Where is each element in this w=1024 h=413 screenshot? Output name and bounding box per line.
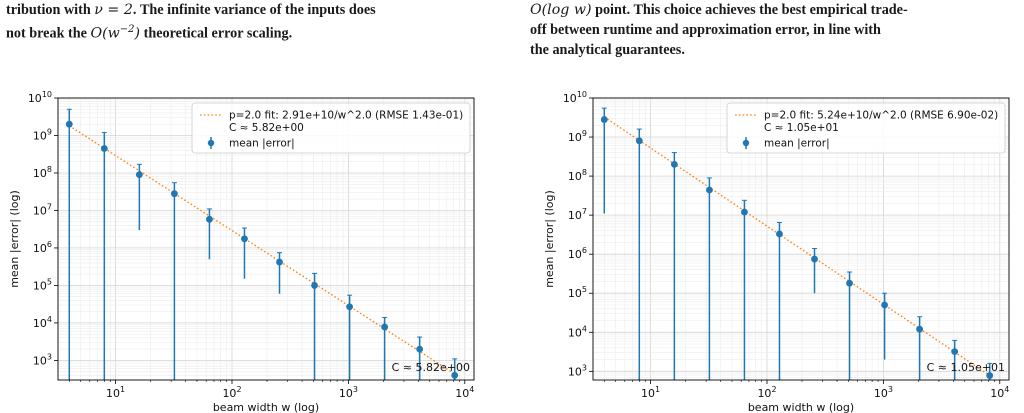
- x-axis-label: beam width w (log): [213, 401, 319, 413]
- y-tick-label: 109: [568, 129, 587, 144]
- data-point: [881, 301, 888, 309]
- caption-math: O(w: [90, 25, 120, 42]
- y-tick-label: 103: [568, 363, 587, 378]
- y-tick-label: 104: [568, 324, 587, 339]
- caption-left: tribution with ν = 2. The infinite varia…: [6, 0, 491, 44]
- axes-frame: [57, 97, 475, 381]
- data-point: [741, 208, 748, 216]
- data-point: [986, 372, 994, 379]
- left-error-chart: 101 102 103 104 103 104 105 106 107 108 109 1010 bea…: [8, 90, 475, 413]
- data-point: [135, 171, 143, 179]
- y-axis-label: mean |error| (log): [8, 190, 21, 288]
- y-tick-label: 105: [568, 285, 587, 300]
- data-point: [381, 323, 389, 331]
- caption-text: point. This choice achieves the best emp…: [591, 2, 908, 18]
- caption-right-line2: off between runtime and approximation er…: [530, 22, 881, 38]
- legend-points-label: mean |error|: [764, 138, 830, 150]
- legend-fit-label: p=2.0 fit: 2.91e+10/w^2.0 (RMSE 1.43e-01…: [229, 110, 463, 122]
- data-point: [951, 348, 959, 356]
- legend: p=2.0 fit: 5.24e+10/w^2.0 (RMSE 6.90e-02…: [726, 102, 1006, 154]
- y-tick-label: 106: [33, 240, 52, 255]
- x-tick-label: 104: [990, 385, 1009, 400]
- y-tick-label: 1010: [563, 90, 587, 105]
- caption-right: O(log w) point. This choice achieves the…: [530, 0, 1020, 60]
- caption-math: ν = 2: [94, 2, 133, 18]
- x-axis-label: beam width w (log): [748, 401, 854, 413]
- fit-line: [603, 116, 991, 377]
- y-tick-label: 103: [33, 352, 52, 367]
- caption-left-line2: not break the O(w−2) theoretical error s…: [6, 20, 491, 44]
- data-point: [100, 145, 108, 152]
- data-point: [705, 186, 713, 194]
- caption-text: tribution with: [6, 2, 95, 18]
- data-point: [311, 282, 318, 289]
- data-point: [451, 371, 459, 379]
- y-tick-label: 108: [568, 168, 587, 183]
- right-error-chart: 101 102 103 104 103 104 105 106 107 108 109 1010 bea…: [543, 90, 1010, 413]
- y-tick-label: 107: [33, 202, 52, 217]
- caption-right-line1: O(log w) point. This choice achieves the…: [530, 0, 1020, 20]
- caption-math-exponent: −2: [119, 24, 135, 35]
- data-point: [241, 235, 248, 243]
- x-tick-label: 102: [222, 385, 241, 400]
- x-tick-label: 103: [874, 385, 893, 400]
- y-axis-label: mean |error| (log): [543, 190, 556, 288]
- y-tick-label: 108: [33, 165, 52, 180]
- caption-text: . The infinite variance of the inputs do…: [132, 2, 376, 18]
- caption-right-line3: the analytical guarantees.: [530, 42, 685, 58]
- data-point: [65, 120, 73, 128]
- data-point: [811, 255, 818, 263]
- legend-point-swatch: [207, 139, 215, 147]
- legend-box: [726, 102, 1006, 154]
- axes-frame: [592, 97, 1010, 381]
- annotation-constant: C ≈ 5.82e+00: [392, 361, 470, 374]
- data-point: [416, 345, 424, 353]
- y-tick-label: 107: [568, 207, 587, 222]
- y-tick-label: 106: [568, 246, 587, 261]
- x-tick-label: 102: [757, 385, 776, 400]
- y-tick-label: 104: [33, 315, 52, 330]
- y-tick-label: 109: [33, 127, 52, 142]
- data-point: [846, 279, 853, 287]
- data-point: [346, 303, 353, 311]
- data-point: [276, 258, 283, 266]
- x-tick-label: 101: [641, 385, 660, 400]
- y-tick-label: 105: [33, 277, 52, 292]
- x-tick-label: 104: [455, 385, 474, 400]
- data-points: [600, 107, 994, 380]
- y-tick-label: 1010: [28, 90, 52, 105]
- data-point: [776, 230, 783, 238]
- legend-fit-label-constant: C ≈ 5.82e+00: [229, 122, 304, 134]
- x-tick-label: 101: [106, 385, 125, 400]
- fit-line: [68, 125, 456, 375]
- legend-point-swatch: [742, 139, 750, 147]
- legend-fit-label-constant: C ≈ 1.05e+01: [764, 122, 839, 134]
- caption-left-line1: tribution with ν = 2. The infinite varia…: [6, 0, 491, 20]
- annotation-constant: C ≈ 1.05e+01: [927, 361, 1005, 374]
- caption-text: not break the: [6, 25, 91, 42]
- legend: p=2.0 fit: 2.91e+10/w^2.0 (RMSE 1.43e-01…: [191, 102, 471, 154]
- data-point: [670, 160, 678, 168]
- caption-math: O(log w): [530, 2, 592, 18]
- data-points: [65, 108, 459, 380]
- caption-math: ): [134, 25, 141, 42]
- data-point: [600, 116, 608, 123]
- legend-box: [191, 102, 471, 154]
- legend-fit-label: p=2.0 fit: 5.24e+10/w^2.0 (RMSE 6.90e-02…: [764, 110, 998, 122]
- data-point: [916, 325, 924, 333]
- data-point: [170, 190, 178, 198]
- x-tick-label: 103: [339, 385, 358, 400]
- caption-text: theoretical error scaling.: [140, 25, 293, 42]
- data-point: [206, 215, 213, 223]
- legend-points-label: mean |error|: [229, 138, 295, 150]
- data-point: [635, 137, 643, 145]
